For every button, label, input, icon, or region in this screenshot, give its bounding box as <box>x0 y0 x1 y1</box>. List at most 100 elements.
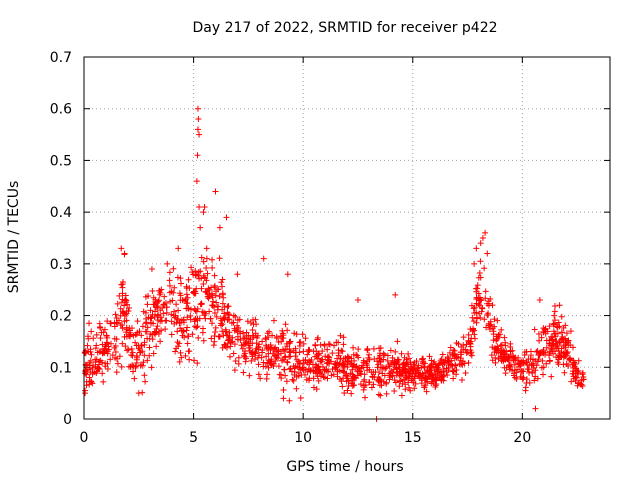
data-point <box>291 371 298 378</box>
data-point <box>398 392 405 399</box>
data-point <box>473 309 480 316</box>
data-point <box>513 369 520 376</box>
data-point <box>245 338 252 345</box>
data-point <box>212 324 219 331</box>
data-point <box>389 354 396 361</box>
plot-frame <box>83 56 611 420</box>
data-point <box>232 313 239 320</box>
data-point <box>494 335 501 342</box>
data-point <box>296 339 303 346</box>
data-point <box>380 350 387 357</box>
data-point <box>385 361 392 368</box>
data-point <box>256 341 263 348</box>
data-point <box>82 370 89 377</box>
data-point <box>350 382 357 389</box>
data-point <box>396 378 403 385</box>
data-point <box>526 379 533 386</box>
data-point <box>339 383 346 390</box>
data-point <box>290 377 297 384</box>
data-point <box>188 264 195 271</box>
data-point <box>372 369 379 376</box>
data-point <box>126 304 133 311</box>
data-point <box>495 331 502 338</box>
data-point <box>440 377 447 384</box>
data-point <box>443 368 450 375</box>
data-point <box>273 333 280 340</box>
data-point <box>154 323 161 330</box>
data-point <box>486 326 493 333</box>
data-point <box>377 364 384 371</box>
data-point <box>144 301 151 308</box>
data-point <box>536 337 543 344</box>
data-point <box>263 353 270 360</box>
data-point <box>355 367 362 374</box>
data-point <box>145 292 152 299</box>
data-point <box>246 372 253 379</box>
data-point <box>450 375 457 382</box>
data-point <box>173 345 180 352</box>
data-point <box>134 329 141 336</box>
data-point <box>474 282 481 289</box>
data-point <box>217 320 224 327</box>
data-point <box>238 342 245 349</box>
data-point <box>419 360 426 367</box>
data-point <box>562 322 569 329</box>
data-point <box>200 209 207 216</box>
data-point <box>562 341 569 348</box>
data-point <box>502 370 509 377</box>
data-point <box>377 345 384 352</box>
data-point <box>138 361 145 368</box>
data-point <box>150 294 157 301</box>
data-point <box>189 269 196 276</box>
data-point <box>250 316 257 323</box>
data-point <box>195 116 202 123</box>
data-point <box>247 320 254 327</box>
grid-lines <box>84 57 610 419</box>
data-point <box>192 290 199 297</box>
data-point <box>204 270 211 277</box>
data-point <box>137 349 144 356</box>
data-point <box>185 333 192 340</box>
data-point <box>191 323 198 330</box>
data-point <box>240 341 247 348</box>
data-point <box>256 352 263 359</box>
data-point <box>177 297 184 304</box>
data-point <box>339 360 346 367</box>
data-point <box>216 255 223 262</box>
data-point <box>398 350 405 357</box>
data-point <box>326 341 333 348</box>
data-point <box>166 277 173 284</box>
data-point <box>155 317 162 324</box>
data-point <box>324 375 331 382</box>
data-point <box>471 260 478 267</box>
data-point <box>150 320 157 327</box>
data-point <box>474 285 481 292</box>
data-point <box>520 374 527 381</box>
data-point <box>460 342 467 349</box>
data-point <box>291 365 298 372</box>
data-point <box>388 367 395 374</box>
data-point <box>520 368 527 375</box>
data-point <box>128 352 135 359</box>
data-point <box>393 365 400 372</box>
data-point <box>112 354 119 361</box>
data-point <box>503 348 510 355</box>
data-point <box>439 351 446 358</box>
data-point <box>360 359 367 366</box>
data-point <box>178 354 185 361</box>
data-point <box>183 291 190 298</box>
data-point <box>269 332 276 339</box>
data-point <box>354 297 361 304</box>
data-point <box>486 322 493 329</box>
data-point <box>473 300 480 307</box>
data-point <box>302 356 309 363</box>
data-point <box>335 339 342 346</box>
data-point <box>473 288 480 295</box>
y-axis-label: SRMTID / TECUs <box>6 181 22 294</box>
data-point <box>538 334 545 341</box>
data-point <box>567 328 574 335</box>
data-point <box>403 374 410 381</box>
data-point <box>503 364 510 371</box>
data-point <box>532 405 539 412</box>
data-point <box>333 361 339 368</box>
